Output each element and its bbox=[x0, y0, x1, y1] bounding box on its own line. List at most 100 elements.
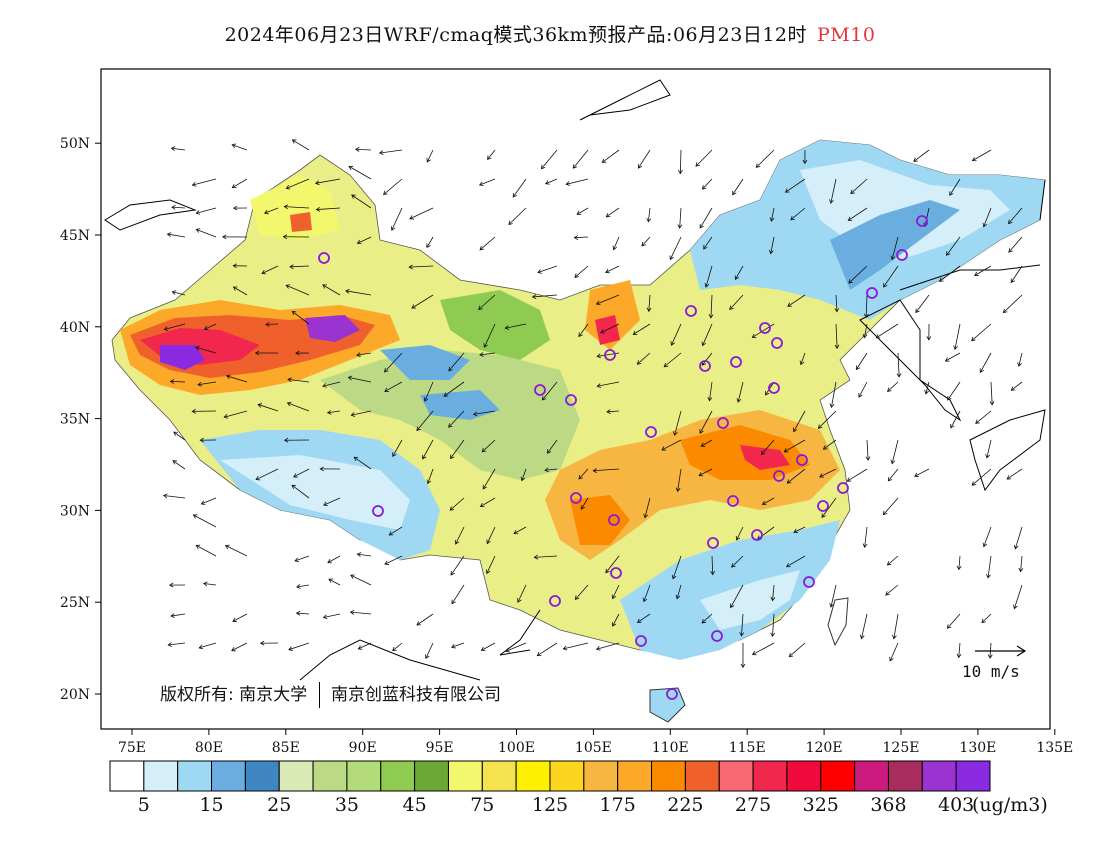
wind-arrow bbox=[422, 439, 434, 460]
wind-arrow bbox=[345, 290, 372, 296]
wind-arrow bbox=[679, 149, 682, 174]
wind-arrow-head bbox=[486, 539, 491, 545]
wind-arrow bbox=[478, 294, 496, 310]
wind-arrow bbox=[322, 381, 341, 387]
wind-arrow bbox=[479, 236, 496, 251]
wind-arrow-head bbox=[191, 408, 196, 414]
wind-arrow-head bbox=[944, 357, 950, 362]
wind-arrow bbox=[705, 265, 713, 288]
wind-arrow bbox=[974, 265, 992, 276]
wind-arrow bbox=[606, 207, 620, 218]
wind-arrow bbox=[876, 323, 899, 339]
wind-arrow bbox=[889, 642, 899, 662]
wind-arrow-head bbox=[546, 449, 552, 454]
wind-arrow bbox=[958, 555, 961, 570]
wind-arrow-head bbox=[536, 651, 542, 657]
wind-arrow-head bbox=[821, 513, 826, 518]
station-marker bbox=[645, 426, 657, 438]
wind-arrow-head bbox=[425, 654, 430, 660]
wind-arrow bbox=[450, 439, 465, 459]
colorbar-label: 45 bbox=[402, 794, 427, 816]
colorbar-swatch bbox=[447, 760, 483, 792]
colorbar-swatch bbox=[854, 760, 889, 792]
station-marker bbox=[796, 454, 808, 466]
wind-arrow bbox=[975, 410, 992, 424]
wind-arrow-head bbox=[285, 185, 291, 190]
wind-arrow bbox=[863, 323, 868, 338]
wind-arrow bbox=[315, 178, 341, 184]
wind-arrow bbox=[741, 613, 744, 636]
wind-arrow bbox=[891, 236, 899, 260]
wind-arrow-head bbox=[478, 181, 484, 187]
wind-arrow-head bbox=[701, 618, 707, 624]
wind-arrow bbox=[888, 468, 899, 482]
wind-arrow bbox=[887, 381, 899, 392]
wind-arrow bbox=[384, 555, 403, 565]
wind-arrow-head bbox=[504, 325, 510, 330]
wind-arrow bbox=[290, 265, 310, 268]
wind-arrow-head bbox=[483, 343, 488, 348]
wind-arrow bbox=[949, 178, 961, 196]
wind-arrow bbox=[669, 236, 682, 260]
wind-arrow-head bbox=[231, 143, 237, 149]
wind-arrow-head bbox=[956, 653, 962, 659]
wind-arrow-head bbox=[949, 191, 954, 196]
wind-arrow-head bbox=[392, 646, 397, 652]
wind-arrow-head bbox=[661, 446, 666, 451]
wind-arrow-head bbox=[163, 326, 169, 331]
wind-arrow bbox=[701, 352, 713, 366]
wind-arrow bbox=[572, 149, 589, 169]
wind-arrow bbox=[327, 410, 341, 414]
colorbar-label: 368 bbox=[870, 794, 907, 816]
station-marker bbox=[707, 537, 719, 549]
colorbar-swatch bbox=[887, 760, 923, 792]
variable-label: PM10 bbox=[817, 24, 876, 46]
wind-arrow-head bbox=[829, 199, 834, 204]
station-marker bbox=[803, 576, 815, 588]
wind-arrow-head bbox=[596, 353, 602, 359]
wind-arrow-head bbox=[232, 286, 238, 291]
wind-arrow-head bbox=[578, 332, 583, 338]
wind-arrow bbox=[576, 207, 589, 215]
wind-arrow bbox=[731, 555, 744, 568]
wind-arrow-head bbox=[783, 448, 789, 453]
wind-arrow bbox=[451, 642, 465, 648]
station-marker bbox=[635, 635, 647, 647]
wind-arrow bbox=[451, 584, 465, 604]
wind-arrow bbox=[391, 207, 403, 231]
colorbar-label: 125 bbox=[531, 794, 569, 816]
wind-arrow bbox=[537, 642, 558, 656]
wind-arrow-head bbox=[751, 650, 757, 656]
wind-arrow bbox=[192, 178, 217, 186]
wind-arrow-head bbox=[348, 165, 354, 171]
wind-arrow bbox=[163, 495, 186, 499]
wind-arrow bbox=[574, 236, 589, 239]
wind-arrow-head bbox=[416, 621, 422, 626]
wind-arrow-head bbox=[294, 557, 300, 563]
wind-arrow bbox=[790, 207, 806, 221]
wind-arrow-head bbox=[322, 614, 328, 620]
lon-tick-label: 95E bbox=[426, 740, 454, 756]
wind-arrow-head bbox=[426, 243, 431, 249]
wind-arrow-head bbox=[596, 383, 602, 388]
station-marker bbox=[549, 595, 561, 607]
station-marker bbox=[699, 360, 711, 372]
wind-arrow-head bbox=[423, 397, 429, 402]
wind-arrow-head bbox=[605, 212, 611, 218]
wind-arrow bbox=[225, 545, 248, 557]
wind-arrow bbox=[979, 352, 992, 373]
wind-arrow-head bbox=[357, 645, 363, 650]
wind-arrow-head bbox=[426, 479, 432, 485]
wind-arrow bbox=[732, 178, 744, 195]
wind-arrow bbox=[1013, 584, 1023, 609]
wind-arrow-head bbox=[611, 594, 617, 600]
copyright-company: 南京创蓝科技有限公司 bbox=[330, 685, 501, 705]
wind-arrow-head bbox=[169, 379, 175, 384]
station-marker bbox=[685, 305, 697, 317]
wind-arrow bbox=[226, 375, 248, 383]
wind-arrow-head bbox=[448, 366, 453, 372]
wind-arrow-head bbox=[392, 452, 397, 457]
wind-arrow-head bbox=[291, 310, 297, 316]
wind-arrow-head bbox=[562, 645, 568, 651]
